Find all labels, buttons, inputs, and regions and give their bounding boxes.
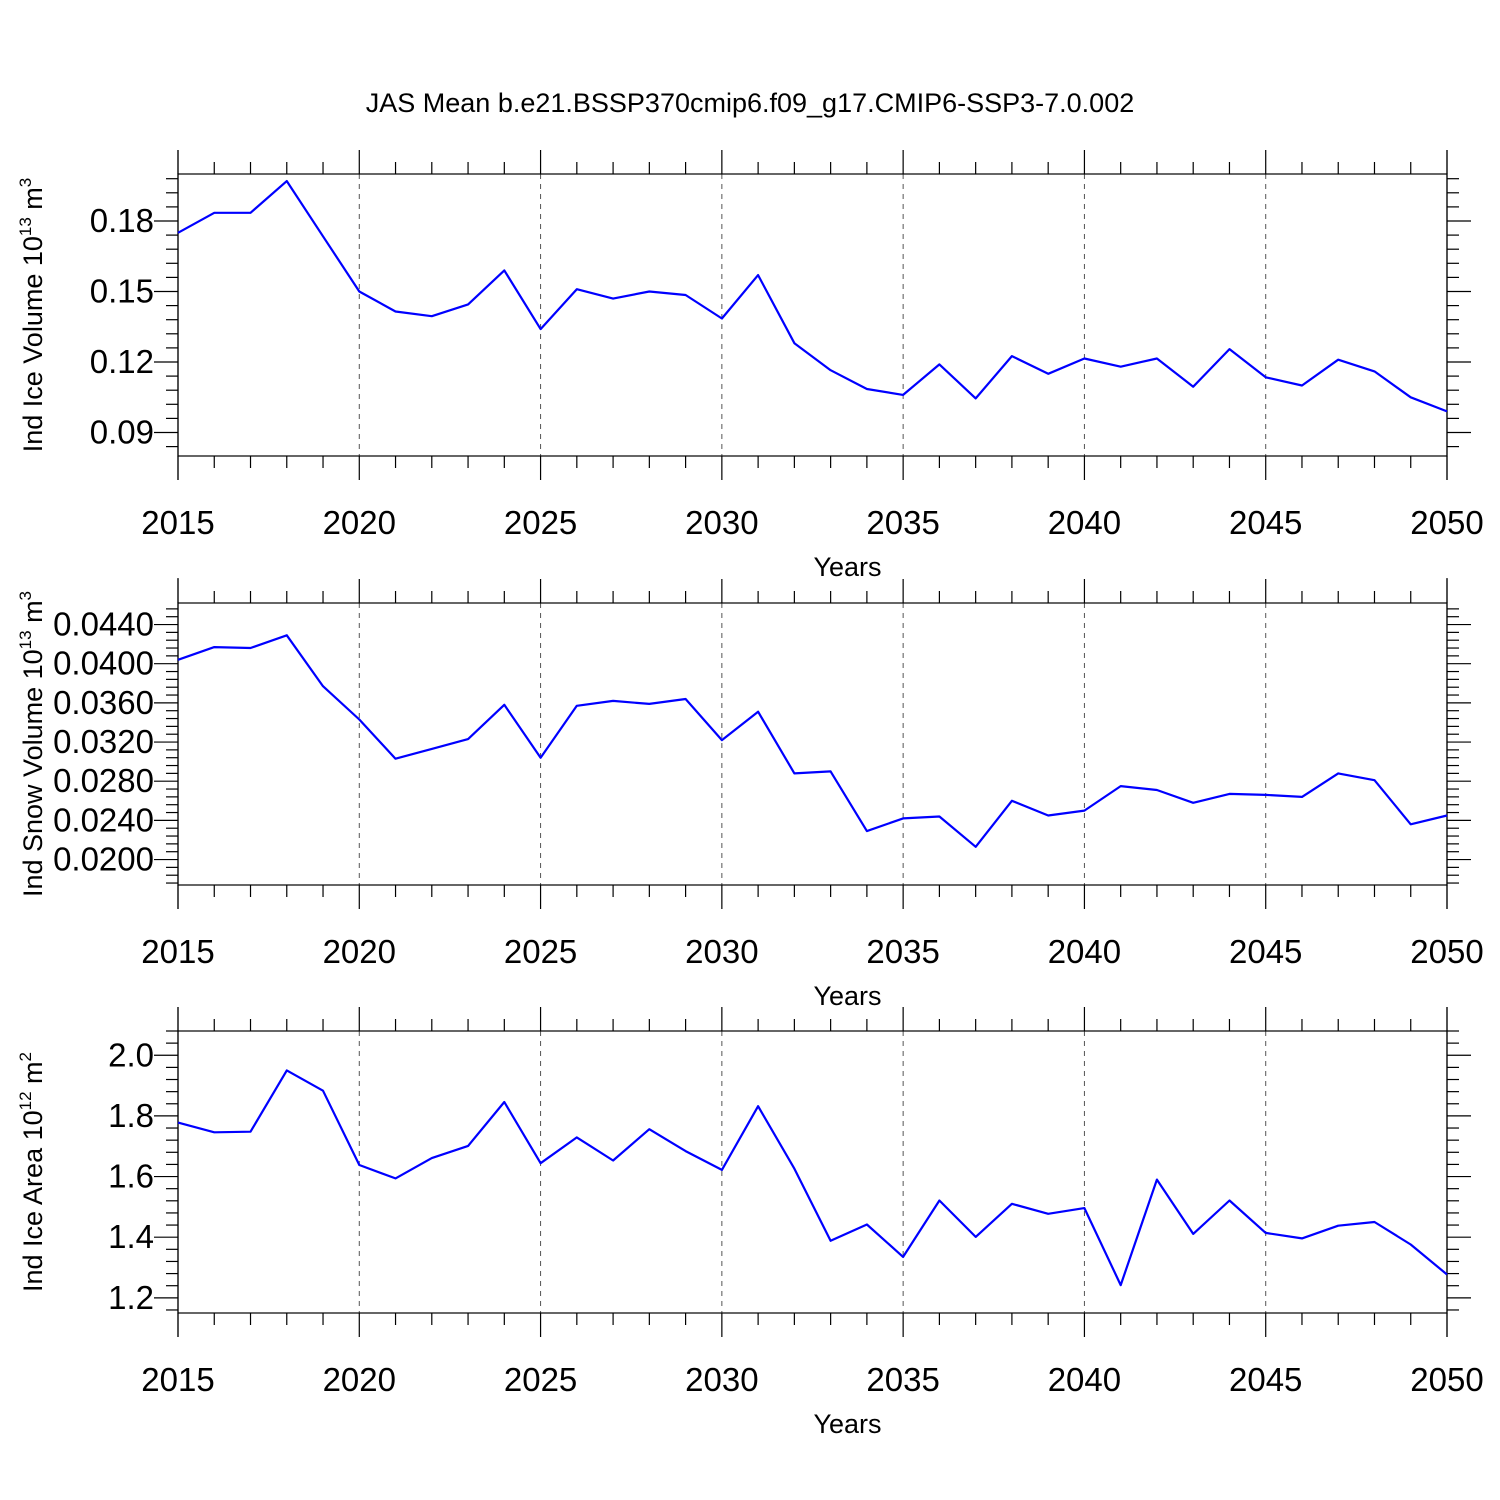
y-axis-title: Ind Ice Area 1012 m2 xyxy=(16,1052,48,1292)
x-tick-label: 2040 xyxy=(1048,1361,1121,1398)
x-tick-label: 2015 xyxy=(141,504,214,541)
plot-frame xyxy=(177,1030,1448,1314)
y-tick-label: 1.4 xyxy=(108,1218,154,1255)
x-tick-label: 2045 xyxy=(1229,1361,1302,1398)
x-tick-label: 2050 xyxy=(1410,933,1483,970)
y-tick-label: 1.8 xyxy=(108,1097,154,1134)
x-tick-label: 2025 xyxy=(504,1361,577,1398)
y-tick-label: 0.12 xyxy=(90,343,154,380)
y-tick-label: 0.18 xyxy=(90,202,154,239)
y-tick-label: 0.0320 xyxy=(53,723,154,760)
series-line xyxy=(177,180,1448,413)
x-axis-title: Years xyxy=(813,1409,881,1439)
x-tick-label: 2045 xyxy=(1229,933,1302,970)
y-axis-title: Ind Ice Volume 1013 m3 xyxy=(16,178,48,453)
x-tick-label: 2030 xyxy=(685,933,758,970)
x-axis-title: Years xyxy=(813,552,881,582)
plot-frame xyxy=(177,173,1448,457)
x-tick-label: 2035 xyxy=(866,1361,939,1398)
x-tick-label: 2040 xyxy=(1048,504,1121,541)
y-tick-label: 0.0400 xyxy=(53,645,154,682)
x-tick-label: 2050 xyxy=(1410,1361,1483,1398)
series-line xyxy=(177,1069,1448,1287)
y-tick-label: 0.0360 xyxy=(53,684,154,721)
y-tick-label: 1.2 xyxy=(108,1279,154,1316)
series-line xyxy=(177,634,1448,848)
x-tick-label: 2030 xyxy=(685,1361,758,1398)
x-tick-label: 2035 xyxy=(866,933,939,970)
y-tick-label: 0.0200 xyxy=(53,841,154,878)
panel-2: 0.02000.02400.02800.03200.03600.04000.04… xyxy=(16,578,1484,1011)
x-tick-label: 2050 xyxy=(1410,504,1483,541)
y-tick-label: 0.0440 xyxy=(53,606,154,643)
y-axis-title: Ind Snow Volume 1013 m3 xyxy=(16,591,48,897)
x-tick-label: 2025 xyxy=(504,933,577,970)
x-tick-label: 2040 xyxy=(1048,933,1121,970)
x-tick-label: 2020 xyxy=(323,933,396,970)
y-tick-label: 0.15 xyxy=(90,273,154,310)
y-tick-label: 1.6 xyxy=(108,1158,154,1195)
y-tick-label: 2.0 xyxy=(108,1036,154,1073)
x-tick-label: 2045 xyxy=(1229,504,1302,541)
plot-frame xyxy=(177,602,1448,886)
y-tick-label: 0.0280 xyxy=(53,762,154,799)
x-tick-label: 2015 xyxy=(141,933,214,970)
panel-1: 0.09 0.12 0.15 0.18 2015 2020 2025 2030 2035 2040… xyxy=(16,150,1484,582)
x-tick-label: 2035 xyxy=(866,504,939,541)
y-tick-label: 0.09 xyxy=(90,414,154,451)
y-tick-label: 0.0240 xyxy=(53,801,154,838)
x-tick-label: 2030 xyxy=(685,504,758,541)
x-tick-label: 2025 xyxy=(504,504,577,541)
x-axis-title: Years xyxy=(813,981,881,1011)
figure-title: JAS Mean b.e21.BSSP370cmip6.f09_g17.CMIP… xyxy=(366,88,1134,118)
panel-3: 1.2 1.4 1.6 1.8 2.0 2015 2020 2025 2030 2035 2040 2… xyxy=(16,1007,1484,1439)
x-tick-label: 2020 xyxy=(323,1361,396,1398)
x-tick-label: 2015 xyxy=(141,1361,214,1398)
x-tick-label: 2020 xyxy=(323,504,396,541)
